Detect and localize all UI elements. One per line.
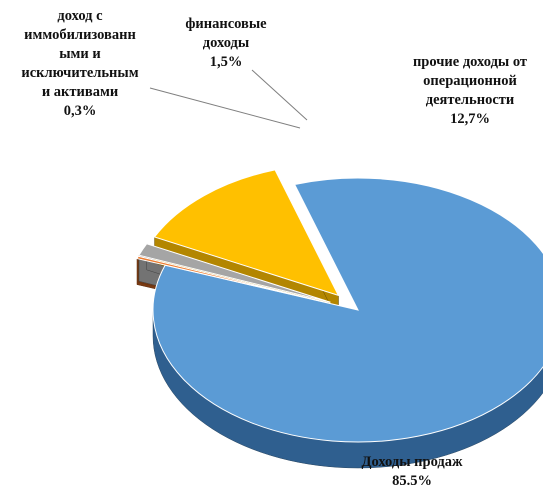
pie-value-label: 12,7% (450, 111, 490, 127)
pie-category-label: исключительным (21, 65, 138, 81)
pie-slice (138, 243, 331, 303)
pie-slice (153, 169, 340, 297)
pie-category-label: операционной (423, 73, 517, 89)
pie-slice (152, 177, 543, 443)
pie-category-label: ыми и (59, 46, 101, 62)
pie-category-label: иммобилизованн (24, 27, 136, 43)
leader-line (251, 69, 308, 121)
pie-category-label: деятельности (426, 92, 515, 108)
pie-category-label: Доходы продаж (361, 454, 463, 470)
leader-line (149, 87, 301, 129)
pie-category-label: и активами (42, 84, 118, 100)
pie-slice (136, 255, 330, 304)
pie-value-label: 85.5% (392, 473, 432, 489)
pie-category-label: доход с (57, 8, 103, 24)
pie-value-label: 1,5% (210, 54, 243, 70)
pie-value-label: 0,3% (64, 103, 97, 119)
pie-category-label: доходы (203, 35, 249, 51)
pie-category-label: прочие доходы от (413, 54, 527, 70)
pie-category-label: финансовые (185, 16, 267, 32)
